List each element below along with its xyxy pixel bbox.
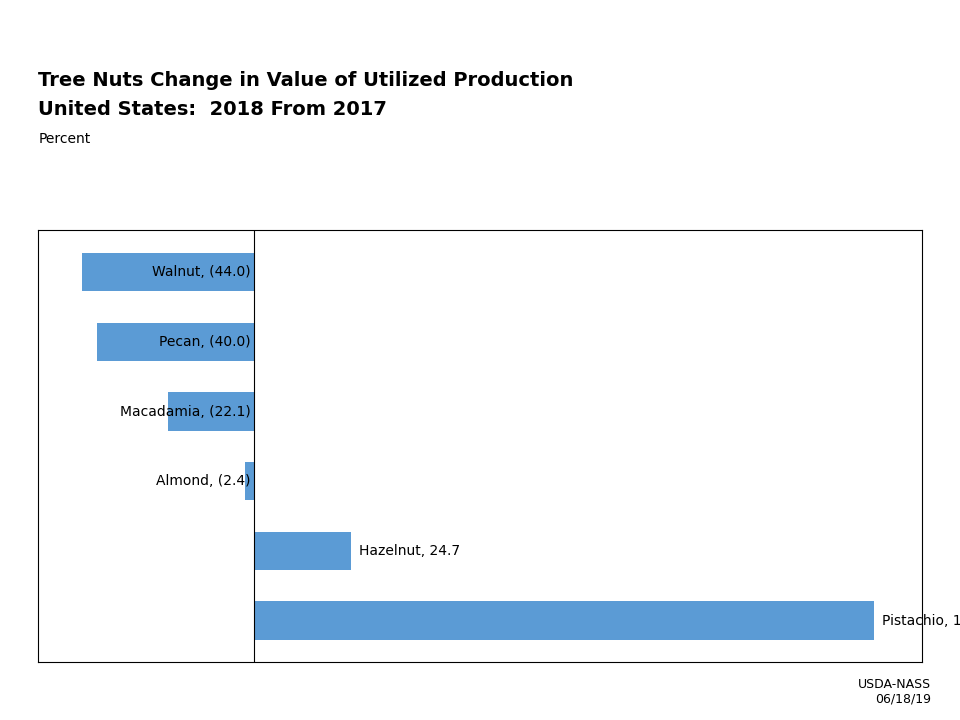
Text: Hazelnut, 24.7: Hazelnut, 24.7 [359,544,460,558]
Text: USDA-NASS
06/18/19: USDA-NASS 06/18/19 [858,678,931,706]
Bar [254,532,351,570]
Text: Walnut, (44.0): Walnut, (44.0) [152,265,251,279]
Text: Pistachio, 157.8: Pistachio, 157.8 [881,613,960,628]
Text: Percent: Percent [38,132,90,146]
Text: Tree Nuts Change in Value of Utilized Production: Tree Nuts Change in Value of Utilized Pr… [38,71,574,90]
Text: Almond, (2.4): Almond, (2.4) [156,474,251,488]
Bar [82,253,254,292]
Bar [97,323,254,361]
Bar [254,601,874,640]
Bar [245,462,254,500]
Text: Pecan, (40.0): Pecan, (40.0) [158,335,251,349]
Text: Macadamia, (22.1): Macadamia, (22.1) [120,405,251,418]
Text: United States:  2018 From 2017: United States: 2018 From 2017 [38,100,387,119]
Bar [168,392,254,431]
